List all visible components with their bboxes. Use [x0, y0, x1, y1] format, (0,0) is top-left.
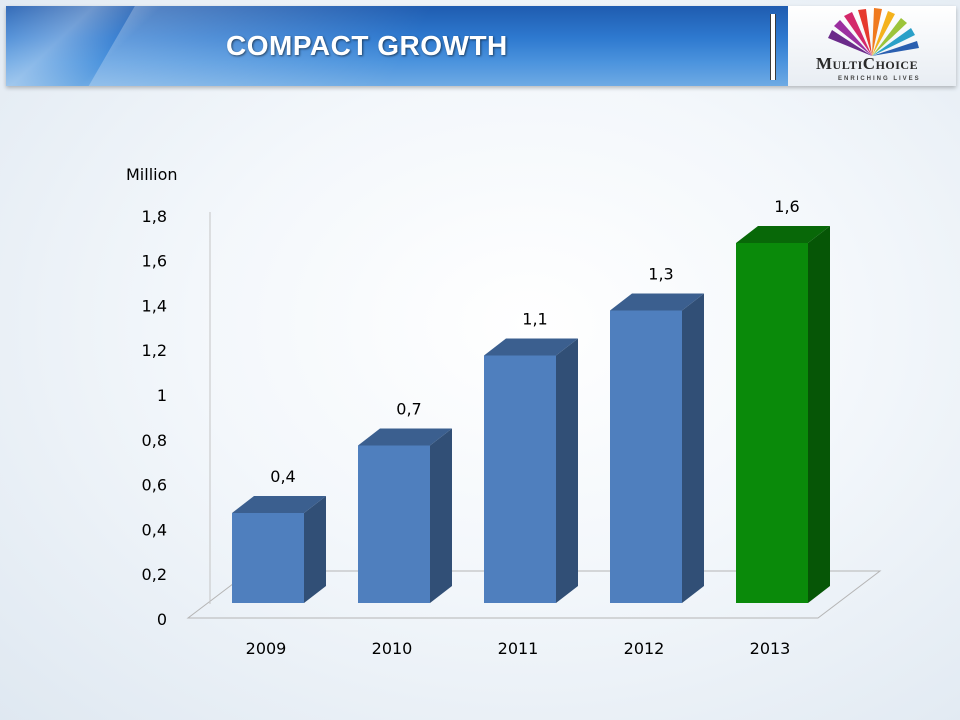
y-tick-label: 0,2 — [142, 565, 167, 584]
y-axis-label: Million — [126, 165, 178, 184]
data-label: 0,4 — [270, 467, 295, 486]
data-label: 1,6 — [774, 197, 799, 216]
y-tick-label: 0,4 — [142, 520, 167, 539]
x-tick-label: 2013 — [750, 639, 791, 658]
x-tick-label: 2012 — [624, 639, 665, 658]
y-tick-label: 0,8 — [142, 431, 167, 450]
data-label: 0,7 — [396, 400, 421, 419]
bar-top — [610, 293, 704, 311]
bar-side — [430, 428, 452, 603]
bar-side — [556, 338, 578, 603]
y-tick-label: 0 — [157, 610, 167, 629]
bar-2012 — [610, 310, 682, 603]
y-tick-label: 1,8 — [142, 207, 167, 226]
data-label: 1,3 — [648, 265, 673, 284]
bar-top — [736, 226, 830, 243]
data-label: 1,1 — [522, 310, 547, 329]
x-tick-label: 2011 — [498, 639, 539, 658]
y-tick-label: 1,6 — [142, 252, 167, 271]
bar-2013 — [736, 243, 808, 603]
y-tick-label: 1,4 — [142, 296, 167, 315]
y-tick-label: 1 — [157, 386, 167, 405]
bar-top — [232, 496, 326, 513]
header-divider — [770, 14, 776, 80]
x-tick-label: 2010 — [372, 639, 413, 658]
logo-tagline: ENRICHING LIVES — [838, 76, 921, 82]
logo — [788, 6, 956, 86]
slide-title: COMPACT GROWTH — [226, 30, 508, 61]
bar-top — [484, 338, 578, 356]
bar-2009 — [232, 513, 304, 603]
x-tick-label: 2009 — [246, 639, 287, 658]
chart-floor — [186, 570, 882, 619]
y-tick-label: 0,6 — [142, 476, 167, 495]
bar-top — [358, 428, 452, 446]
logo-fan-icon — [828, 8, 919, 56]
y-tick-label: 1,2 — [142, 341, 167, 360]
bar-side — [682, 293, 704, 603]
bar-2010 — [358, 445, 430, 603]
bar-side — [304, 496, 326, 603]
bar-side — [808, 226, 830, 603]
logo-name: MultiChoice — [816, 54, 919, 73]
bar-2011 — [484, 355, 556, 603]
